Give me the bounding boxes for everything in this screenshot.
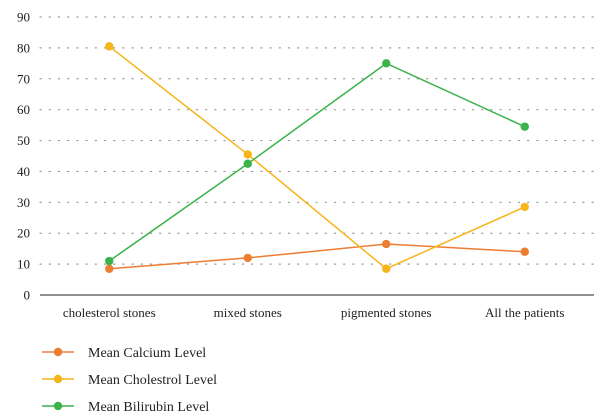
data-point (105, 42, 114, 51)
data-point (243, 159, 252, 168)
y-tick-label: 90 (17, 10, 30, 25)
legend-label: Mean Cholestrol Level (88, 373, 217, 388)
x-axis-ticks: cholesterol stones mixed stones pigmented … (63, 305, 565, 320)
legend-marker (53, 401, 63, 411)
y-tick-label: 60 (17, 102, 30, 117)
gridlines (39, 16, 594, 265)
data-point (382, 239, 391, 249)
data-point (105, 256, 114, 266)
y-tick-label: 50 (17, 133, 30, 148)
y-tick-label: 40 (17, 164, 30, 179)
data-point (105, 264, 114, 273)
data-point (520, 122, 529, 131)
y-axis-ticks: 0 10 20 30 40 50 60 70 80 90 (17, 10, 30, 303)
data-point (243, 253, 252, 263)
data-point (520, 202, 529, 212)
legend-label: Mean Bilirubin Level (88, 400, 209, 415)
y-tick-label: 80 (17, 40, 30, 55)
series-line (109, 243, 525, 270)
data-point (382, 59, 391, 68)
legend-marker (53, 374, 63, 384)
data-point (520, 247, 529, 256)
y-tick-label: 30 (17, 195, 30, 210)
x-tick-label: All the patients (485, 305, 564, 320)
series-line (108, 62, 526, 262)
y-tick-label: 0 (24, 288, 31, 303)
y-tick-label: 70 (17, 71, 30, 86)
legend: Mean Calcium Level Mean Cholestrol Level M… (42, 346, 217, 415)
x-tick-label: cholesterol stones (63, 305, 156, 320)
y-tick-label: 10 (17, 257, 30, 272)
y-tick-label: 20 (17, 226, 30, 241)
legend-label: Mean Calcium Level (88, 346, 206, 361)
data-point (382, 264, 391, 273)
data-point (243, 150, 252, 159)
series-line (108, 45, 526, 270)
series-lines (105, 42, 529, 273)
legend-marker (53, 347, 63, 357)
x-tick-label: pigmented stones (341, 305, 432, 320)
x-tick-label: mixed stones (214, 305, 282, 320)
